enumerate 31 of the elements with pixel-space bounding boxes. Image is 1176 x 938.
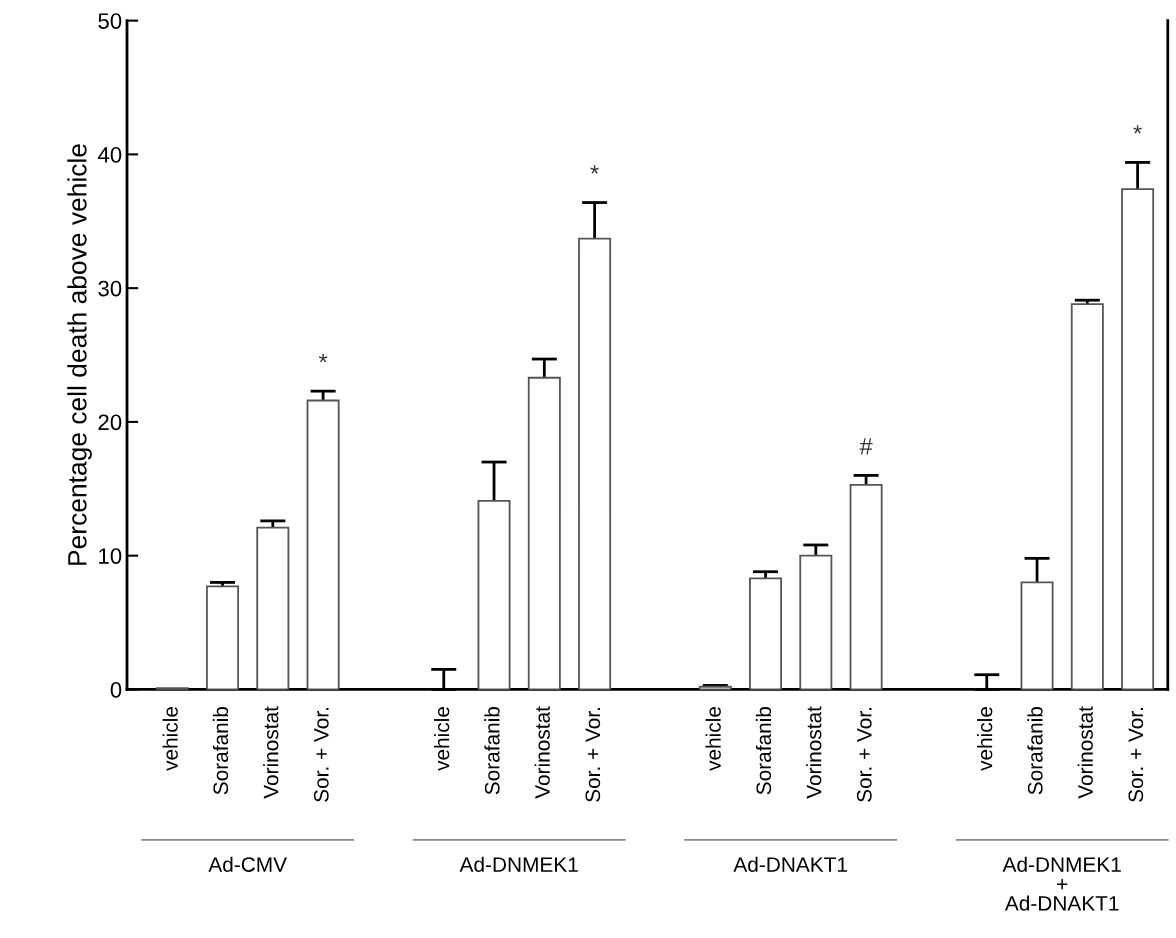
x-tick-label: Sor. + Vor. [1128, 708, 1144, 802]
x-tick-label: Sor. + Vor. [313, 708, 329, 802]
x-tick-label: Vorinostat [534, 706, 550, 799]
data-label: # [859, 438, 873, 455]
data-label: * [318, 353, 328, 363]
y-tick-label: 0 [110, 681, 122, 698]
text: Ad-CMV [208, 856, 287, 872]
y-tick-label: 40 [97, 146, 122, 163]
x-tick-label: Sor. + Vor. [585, 708, 601, 802]
text: Ad-DNMEK1 + Ad-DNAKT1 [1002, 856, 1121, 911]
y-tick-label: 30 [98, 280, 122, 297]
y-axis-title: Percentage cell death above vehicle [67, 144, 92, 565]
x-tick-label: Sor. + Vor. [856, 708, 872, 802]
x-tick-label: vehicle [705, 707, 721, 771]
x-tick-label: Sorafanib [755, 706, 772, 795]
y-tick-label: 20 [98, 414, 122, 431]
x-tick-label: vehicle [434, 707, 450, 771]
x-tick-label: Sorafanib [484, 706, 500, 795]
x-tick-label: Sorafanib [1027, 706, 1043, 795]
x-tick-label: Vorinostat [1077, 706, 1093, 799]
x-tick-label: vehicle [977, 707, 993, 771]
y-tick-label: 50 [98, 13, 122, 29]
data-label: * [1133, 125, 1142, 134]
x-tick-label: vehicle [162, 707, 178, 771]
y-tick-label: 10 [99, 548, 122, 564]
data-label: * [590, 165, 599, 174]
text: Ad-DNAKT1 [733, 856, 847, 872]
text: Ad-DNMEK1 [459, 856, 578, 872]
x-tick-label: Vorinostat [263, 706, 279, 799]
x-tick-label: Vorinostat [806, 706, 822, 799]
x-tick-label: Sorafanib [212, 706, 229, 795]
